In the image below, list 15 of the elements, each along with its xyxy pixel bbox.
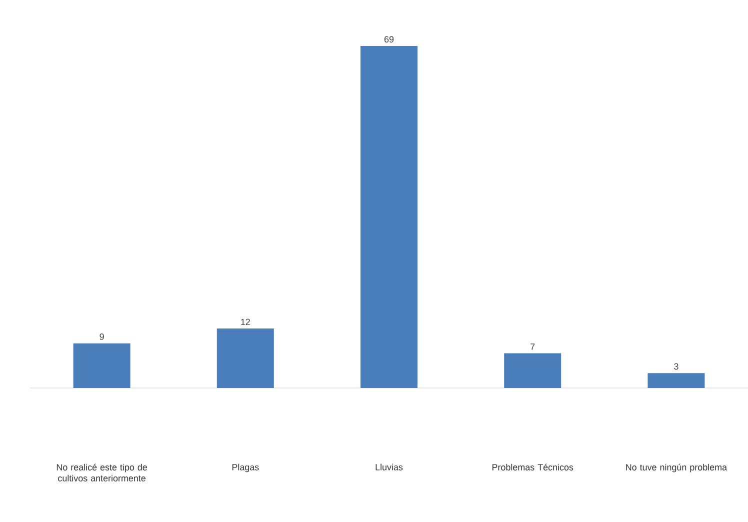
data-label: 9 <box>100 334 104 340</box>
bar <box>360 46 418 388</box>
data-label: 3 <box>674 363 678 370</box>
bar <box>216 328 274 388</box>
x-tick-label: Lluvias <box>376 464 403 470</box>
bar <box>73 343 130 388</box>
data-label: 7 <box>530 344 535 350</box>
x-tick-label: Problemas Técnicos <box>492 464 574 470</box>
x-tick-label: No tuve ningún problema <box>626 464 728 472</box>
x-tick-label: Plagas <box>232 464 259 472</box>
x-tick-label: No realicé este tipo de cultivos anteriormente <box>56 464 147 482</box>
data-label: 12 <box>241 318 250 326</box>
bar <box>648 373 705 388</box>
bar <box>504 353 562 388</box>
data-label: 69 <box>384 36 394 43</box>
